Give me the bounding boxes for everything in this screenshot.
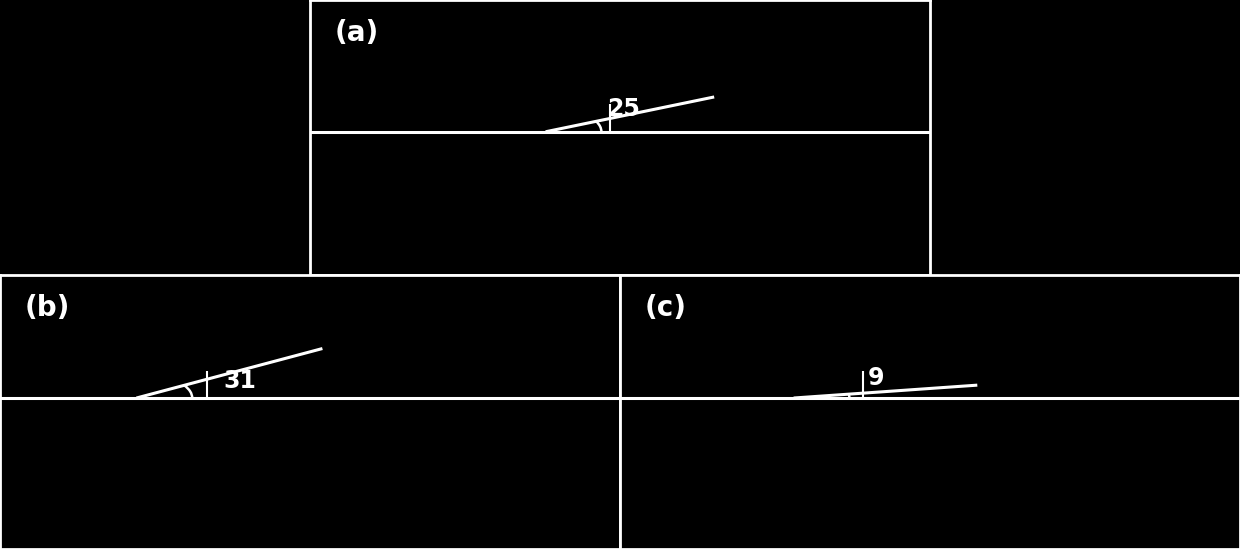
Text: 25: 25 [608, 97, 641, 121]
Text: 31: 31 [223, 368, 257, 393]
Text: (c): (c) [645, 294, 687, 322]
Text: 9: 9 [868, 366, 884, 390]
Text: (a): (a) [335, 19, 379, 47]
Text: (b): (b) [25, 294, 71, 322]
